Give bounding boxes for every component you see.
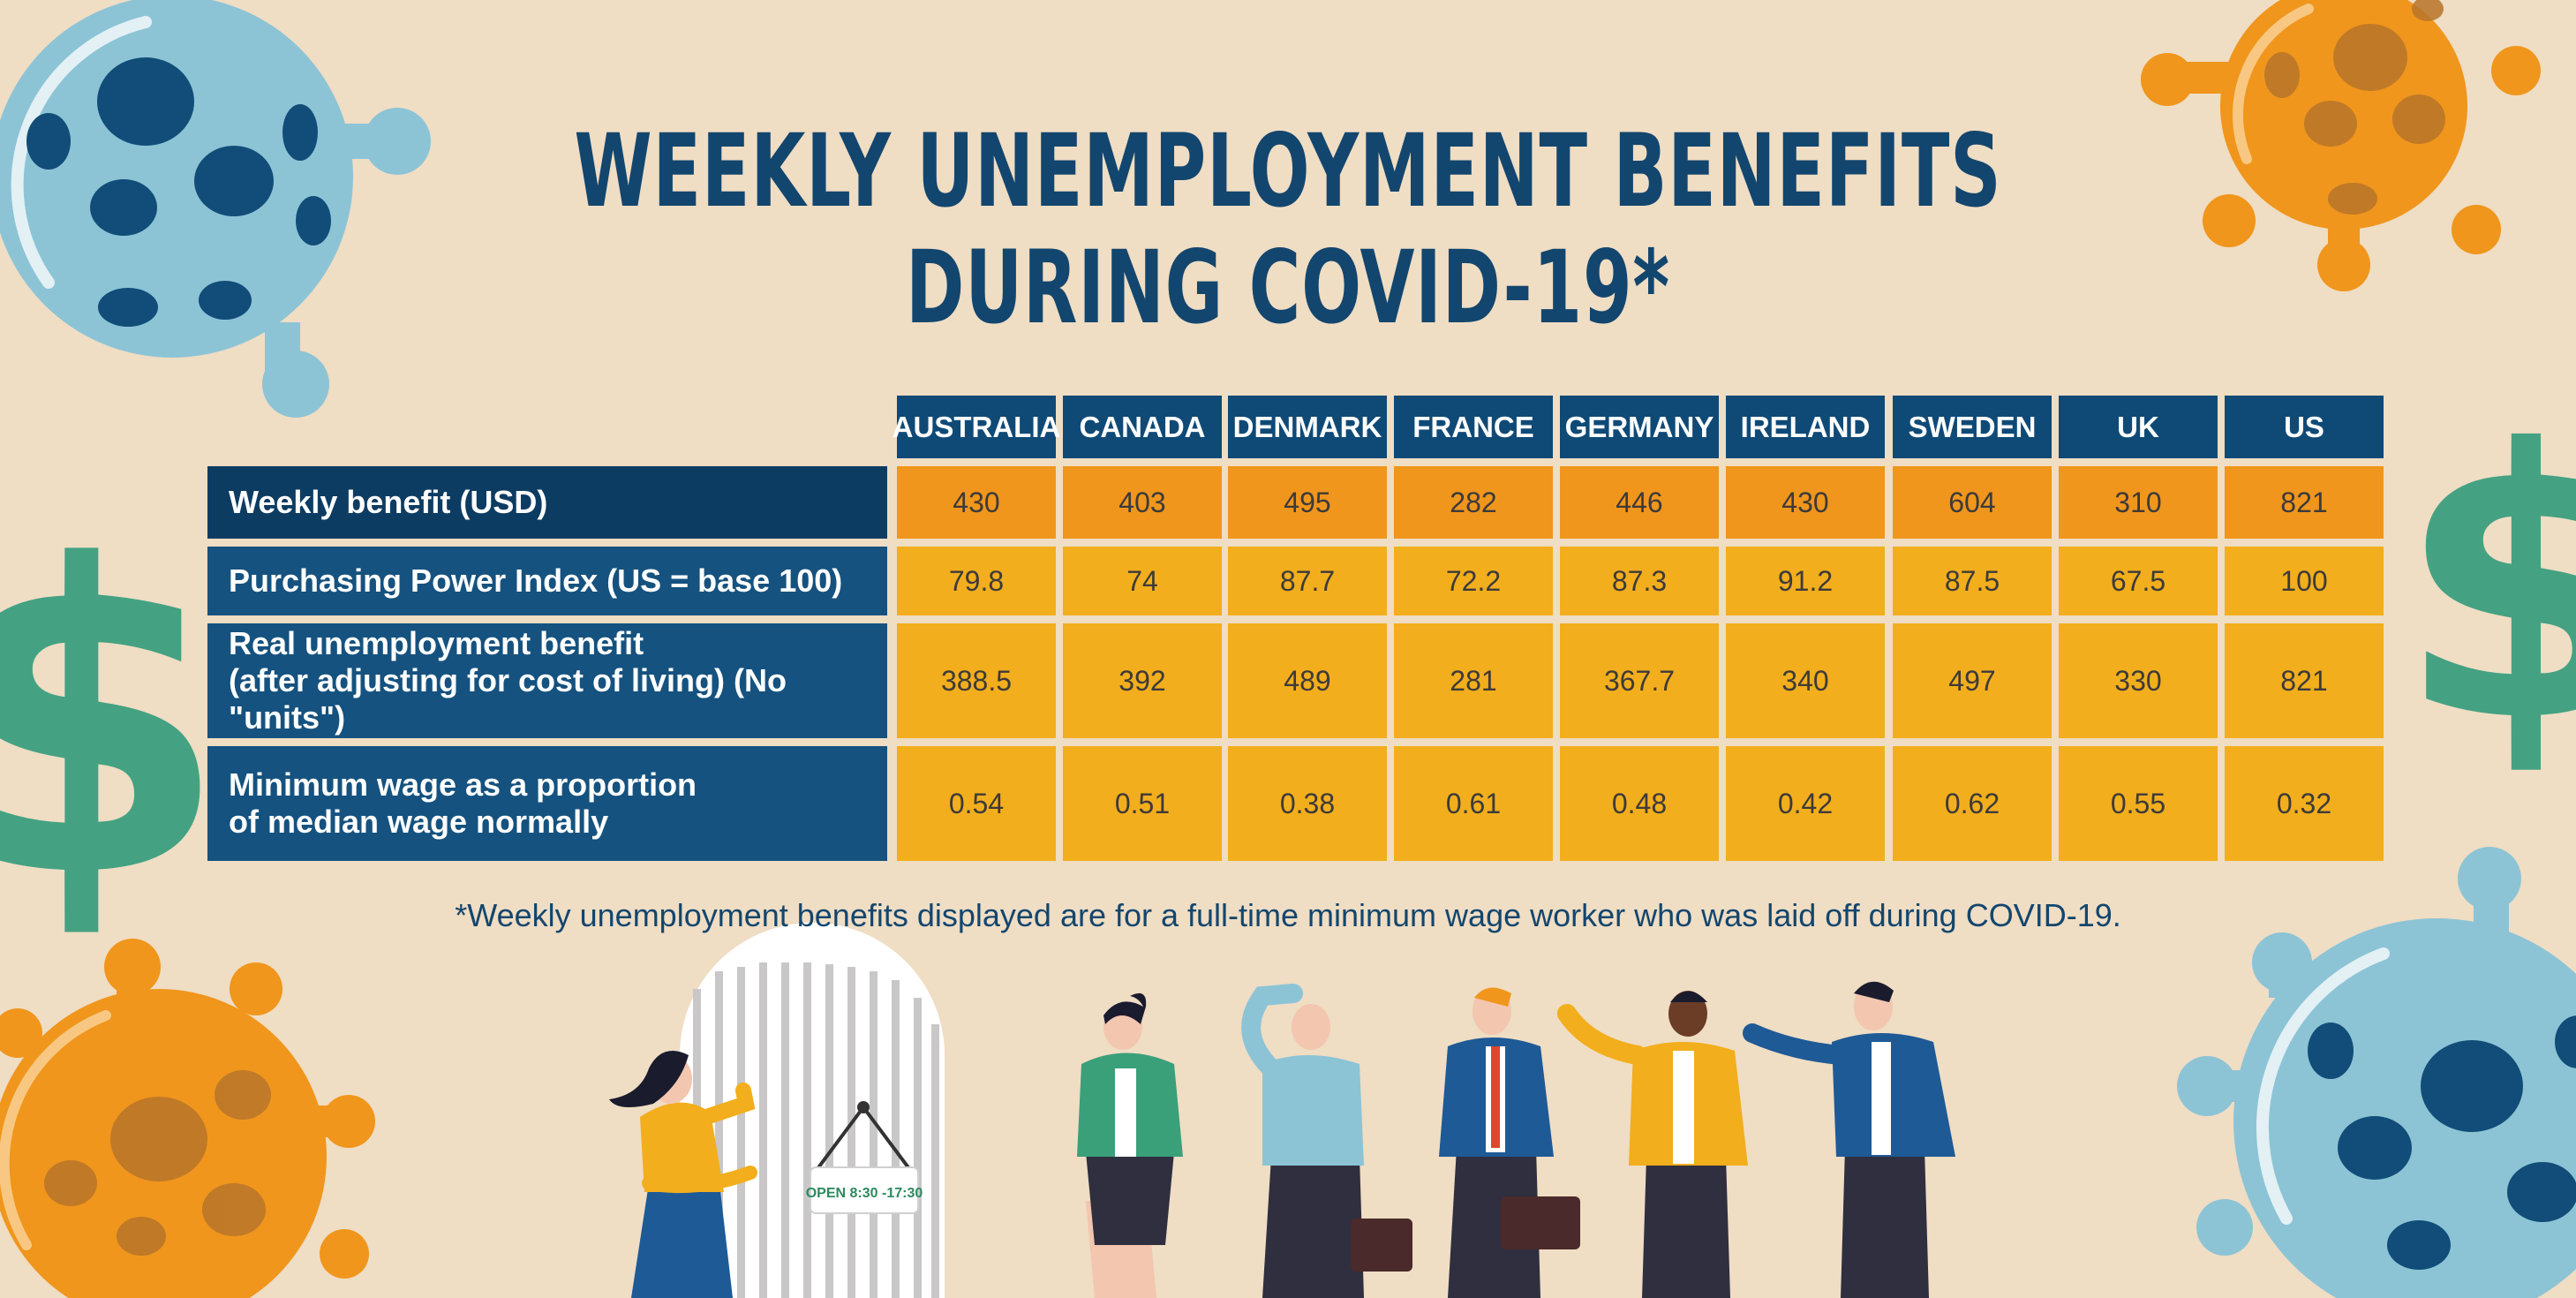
table-cell: 430 xyxy=(1726,466,1885,539)
man-figure-lightblue xyxy=(1241,984,1412,1298)
table-cell: 0.54 xyxy=(897,746,1056,861)
table-cell: 446 xyxy=(1560,466,1719,539)
table-cell: 388.5 xyxy=(897,623,1056,738)
column-header-us: US xyxy=(2225,396,2384,458)
row-header-0: Weekly benefit (USD) xyxy=(207,466,887,539)
title-line-2: DURING COVID-19* xyxy=(905,229,1671,346)
row-header-2: Real unemployment benefit (after adjustin… xyxy=(207,623,887,738)
table-cell: 392 xyxy=(1063,623,1222,738)
table-cell: 604 xyxy=(1893,466,2052,539)
table-cell: 0.38 xyxy=(1228,746,1387,861)
table-cell: 495 xyxy=(1228,466,1387,539)
man-figure-blue-suit xyxy=(1439,987,1580,1298)
table-cell: 489 xyxy=(1228,623,1387,738)
row-header-line: Weekly benefit (USD) xyxy=(229,484,548,520)
table-cell: 403 xyxy=(1063,466,1222,539)
title-line-1: WEEKLY UNEMPLOYMENT BENEFITS xyxy=(574,112,2002,230)
table-cell: 330 xyxy=(2059,623,2218,738)
table-cell: 91.2 xyxy=(1726,547,1885,615)
row-header-line: Purchasing Power Index (US = base 100) xyxy=(229,562,843,599)
table-cell: 0.61 xyxy=(1394,746,1553,861)
column-header-denmark: DENMARK xyxy=(1228,396,1387,458)
column-header-australia: AUSTRALIA xyxy=(893,396,1060,458)
table-cell: 310 xyxy=(2059,466,2218,539)
virus-icon-bottom-right xyxy=(2177,847,2576,1298)
row-header-line: Minimum wage as a proportion xyxy=(229,766,697,803)
table-cell: 281 xyxy=(1394,623,1553,738)
virus-icon-top-right xyxy=(2141,0,2541,291)
table-cell: 821 xyxy=(2225,466,2384,539)
footnote: *Weekly unemployment benefits displayed … xyxy=(455,897,2121,933)
table-cell: 87.3 xyxy=(1560,547,1719,615)
table-cell: 282 xyxy=(1394,466,1553,539)
virus-icon-bottom-left xyxy=(0,939,375,1298)
table-cell: 100 xyxy=(2225,547,2384,615)
row-header-line: (after adjusting for cost of living) (No… xyxy=(229,662,787,736)
column-header-france: FRANCE xyxy=(1394,396,1553,458)
column-header-germany: GERMANY xyxy=(1560,396,1719,458)
man-figure-blue-jacket xyxy=(1743,981,1955,1298)
shop-door-illustration: OPEN 8:30 -17:30 xyxy=(680,923,945,1298)
woman-figure-green xyxy=(1077,992,1183,1298)
column-header-sweden: SWEDEN xyxy=(1893,396,2052,458)
table-cell: 74 xyxy=(1063,547,1222,615)
table-cell: 367.7 xyxy=(1560,623,1719,738)
table-cell: 87.7 xyxy=(1228,547,1387,615)
column-header-uk: UK xyxy=(2059,396,2218,458)
table-cell: 0.62 xyxy=(1893,746,2052,861)
table-cell: 0.51 xyxy=(1063,746,1222,861)
sign-text: OPEN 8:30 -17:30 xyxy=(806,1186,923,1201)
table-cell: 430 xyxy=(897,466,1056,539)
table-cell: 72.2 xyxy=(1394,547,1553,615)
table-cell: 67.5 xyxy=(2059,547,2218,615)
chart-title: WEEKLY UNEMPLOYMENT BENEFITS DURING COVI… xyxy=(283,113,2293,346)
table-cell: 0.55 xyxy=(2059,746,2218,861)
row-header-3: Minimum wage as a proportion of median wa… xyxy=(207,746,887,861)
table-cell: 340 xyxy=(1726,623,1885,738)
table-cell: 79.8 xyxy=(897,547,1056,615)
woman-figure-yellow xyxy=(609,1051,757,1298)
dollar-sign-icon-right: $ xyxy=(2397,372,2576,804)
row-header-line: of median wage normally xyxy=(229,804,609,840)
virus-icon-top-left xyxy=(0,0,431,418)
table-cell: 821 xyxy=(2225,623,2384,738)
man-figure-yellow-jacket xyxy=(1557,991,1748,1298)
column-header-ireland: IRELAND xyxy=(1726,396,1885,458)
table-cell: 87.5 xyxy=(1893,547,2052,615)
row-header-line: Real unemployment benefit xyxy=(229,625,644,661)
row-header-1: Purchasing Power Index (US = base 100) xyxy=(207,547,887,615)
dollar-sign-icon-left: $ xyxy=(0,477,229,970)
table-cell: 0.48 xyxy=(1560,746,1719,861)
column-header-canada: CANADA xyxy=(1063,396,1222,458)
table-cell: 497 xyxy=(1893,623,2052,738)
table-cell: 0.32 xyxy=(2225,746,2384,861)
table-cell: 0.42 xyxy=(1726,746,1885,861)
